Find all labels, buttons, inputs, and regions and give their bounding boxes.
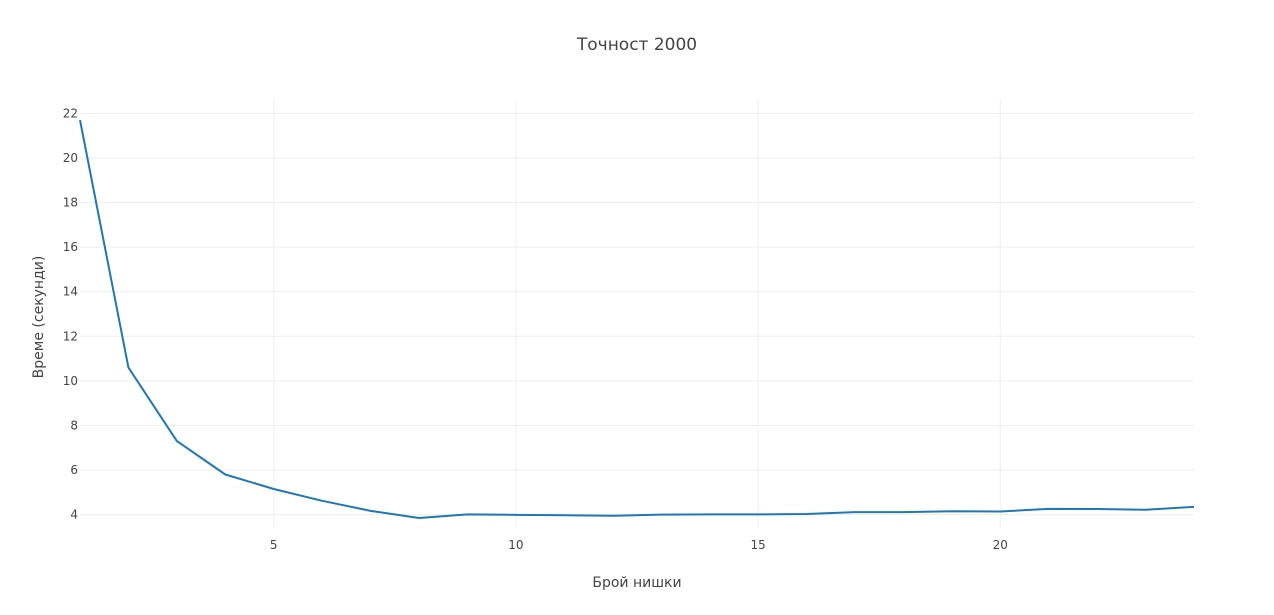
y-tick-label: 20	[63, 151, 78, 165]
y-tick-label: 16	[63, 240, 78, 254]
chart-title: Точност 2000	[576, 35, 697, 55]
y-tick-label: 22	[63, 106, 78, 120]
x-tick-label: 5	[270, 538, 278, 552]
y-tick-label: 10	[63, 374, 78, 388]
y-tick-label: 4	[70, 508, 78, 522]
y-tick-label: 6	[70, 463, 78, 477]
grid	[80, 100, 1194, 528]
tick-labels: 5 10 15 20 4 6 8 10 12 14 16 18 20 22	[63, 106, 1008, 552]
y-axis-title: Време (секунди)	[31, 256, 47, 379]
series-layer	[79, 119, 1195, 519]
x-tick-label: 10	[508, 538, 523, 552]
y-tick-label: 18	[63, 196, 78, 210]
y-tick-label: 8	[70, 418, 78, 432]
x-tick-label: 15	[750, 538, 765, 552]
series-line	[79, 119, 1195, 519]
x-tick-label: 20	[993, 538, 1008, 552]
x-axis-title: Брой нишки	[592, 575, 681, 591]
y-tick-label: 14	[63, 285, 78, 299]
y-tick-label: 12	[63, 329, 78, 343]
